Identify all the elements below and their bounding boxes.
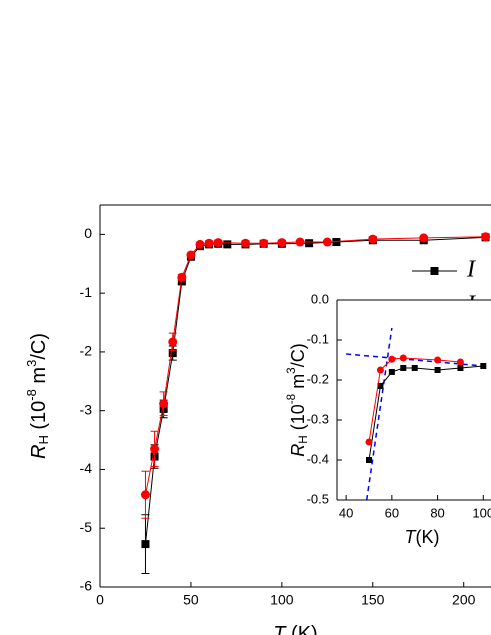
x-tick-label: 80 — [430, 505, 444, 520]
marker — [322, 237, 332, 247]
marker — [419, 233, 429, 243]
y-tick-label: -0.5 — [307, 491, 329, 506]
y-axis-label: RH (10-8 m3/C) — [285, 343, 310, 456]
y-label-symbol: R — [28, 445, 50, 459]
plot-area — [140, 232, 491, 574]
marker — [365, 438, 373, 446]
y-label-exp2: 3 — [285, 367, 298, 374]
marker — [240, 238, 250, 248]
x-label-symbol: T — [405, 527, 418, 547]
legend-marker — [430, 267, 439, 275]
legend-label: I — [466, 257, 476, 283]
marker — [388, 369, 395, 375]
x-tick-label: 200 — [452, 592, 476, 608]
marker — [150, 444, 160, 454]
y-axis-label: RH (10-8 m3/C) — [24, 333, 51, 459]
guide-line — [346, 353, 484, 367]
x-tick-label: 50 — [183, 592, 199, 608]
y-label-post: /C) — [28, 333, 50, 360]
plot-area — [346, 327, 487, 500]
series-line — [144, 236, 486, 545]
series-line — [368, 357, 461, 443]
marker — [295, 237, 305, 247]
marker — [376, 366, 384, 374]
y-label-symbol: R — [288, 444, 308, 457]
marker — [368, 234, 378, 244]
x-tick-label: 40 — [339, 505, 353, 520]
marker — [456, 358, 464, 366]
y-tick-label: -5 — [80, 519, 93, 535]
y-tick-label: -0.3 — [307, 411, 329, 426]
marker — [141, 540, 150, 549]
marker — [399, 354, 407, 362]
y-tick-label: -3 — [80, 401, 93, 417]
guide-line — [365, 327, 393, 500]
marker — [259, 238, 269, 248]
inset-background — [337, 300, 491, 500]
x-axis-label: T (K) — [273, 623, 317, 635]
marker — [195, 239, 205, 249]
marker — [223, 240, 232, 249]
y-label-mid: m — [28, 367, 50, 389]
y-label-pre: (10 — [28, 401, 50, 435]
y-label-sub: H — [297, 435, 310, 443]
x-tick-label: 0 — [96, 592, 104, 608]
y-label-mid: m — [288, 374, 308, 394]
marker — [377, 383, 384, 389]
x-tick-label: 100 — [270, 592, 294, 608]
y-label-exp: -8 — [24, 389, 39, 401]
y-tick-label: -0.2 — [307, 371, 329, 386]
y-tick-label: -2 — [80, 343, 93, 359]
x-tick-label: 150 — [361, 592, 385, 608]
marker — [411, 365, 418, 371]
marker — [480, 363, 487, 369]
marker — [481, 232, 491, 242]
x-tick-label: 60 — [385, 505, 399, 520]
x-label-unit: (K) — [416, 527, 440, 547]
y-tick-label: 0.0 — [311, 291, 329, 306]
x-label-unit: (K) — [286, 623, 318, 635]
marker — [168, 337, 178, 347]
marker — [168, 349, 177, 358]
y-tick-label: -0.1 — [307, 331, 329, 346]
y-label-sub: H — [36, 435, 51, 444]
y-tick-label: -6 — [80, 578, 93, 594]
marker — [457, 365, 464, 371]
y-label-exp: -8 — [285, 394, 298, 404]
marker — [434, 356, 442, 364]
marker — [434, 367, 441, 373]
x-tick-label: 100 — [472, 505, 491, 520]
marker — [186, 250, 196, 260]
x-axis-label: T(K) — [405, 527, 440, 547]
y-tick-label: -1 — [80, 284, 93, 300]
marker — [388, 355, 396, 363]
marker — [204, 238, 214, 248]
marker — [305, 239, 314, 248]
marker — [277, 238, 287, 248]
y-tick-label: 0 — [84, 225, 92, 241]
y-label-exp2: 3 — [24, 360, 39, 367]
marker — [140, 490, 150, 500]
marker — [213, 238, 223, 248]
x-label-symbol: T — [273, 623, 287, 635]
y-tick-label: -0.4 — [307, 451, 329, 466]
y-label-pre: (10 — [288, 404, 308, 435]
y-label-post: /C) — [288, 343, 308, 367]
y-tick-label: -4 — [80, 460, 93, 476]
marker — [400, 365, 407, 371]
marker — [366, 457, 372, 463]
marker — [159, 399, 169, 409]
marker — [332, 238, 341, 247]
marker — [177, 272, 187, 282]
